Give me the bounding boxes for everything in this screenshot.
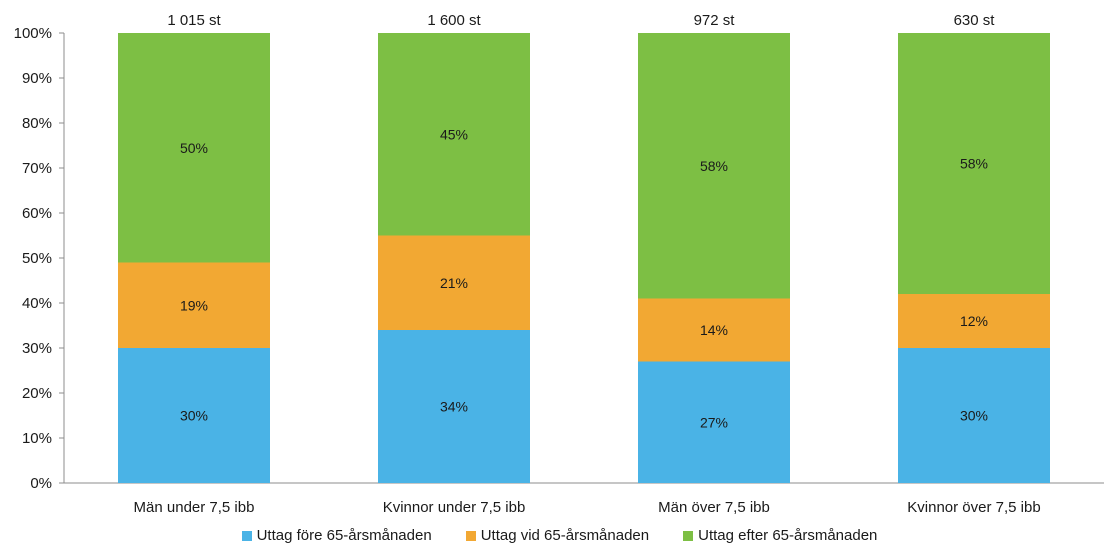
y-tick-label: 30% bbox=[22, 340, 52, 357]
y-tick-label: 40% bbox=[22, 295, 52, 312]
data-label: 50% bbox=[180, 140, 208, 156]
data-label: 27% bbox=[700, 414, 728, 430]
bar-segment bbox=[898, 294, 1050, 348]
y-tick-label: 10% bbox=[22, 430, 52, 447]
bar-segment bbox=[118, 348, 270, 483]
bar-total-label: 630 st bbox=[954, 12, 996, 29]
y-tick-label: 80% bbox=[22, 115, 52, 132]
x-tick-label: Kvinnor under 7,5 ibb bbox=[383, 499, 526, 516]
legend-label-before: Uttag före 65-årsmånaden bbox=[256, 527, 432, 544]
legend-item-before: Uttag före 65-årsmånaden bbox=[241, 527, 432, 544]
data-label: 30% bbox=[960, 408, 988, 424]
data-label: 34% bbox=[440, 399, 468, 415]
data-label: 58% bbox=[960, 156, 988, 172]
y-tick-label: 20% bbox=[22, 385, 52, 402]
bar-segment bbox=[898, 348, 1050, 483]
data-label: 21% bbox=[440, 275, 468, 291]
legend-label-at: Uttag vid 65-årsmånaden bbox=[480, 527, 650, 544]
bar-segment bbox=[638, 298, 790, 362]
bar-total-label: 972 st bbox=[694, 12, 736, 29]
bar-segment bbox=[378, 33, 530, 236]
data-label: 45% bbox=[440, 126, 468, 142]
y-tick-label: 50% bbox=[22, 250, 52, 267]
bar-segment bbox=[378, 235, 530, 330]
bar-segment bbox=[638, 33, 790, 299]
bar-segment bbox=[638, 361, 790, 483]
data-label: 19% bbox=[180, 297, 208, 313]
y-tick-label: 90% bbox=[22, 70, 52, 87]
bar-total-label: 1 015 st bbox=[167, 12, 221, 29]
x-tick-label: Kvinnor över 7,5 ibb bbox=[907, 499, 1040, 516]
bar-segment bbox=[118, 262, 270, 348]
legend-item-after: Uttag efter 65-årsmånaden bbox=[683, 527, 877, 544]
legend-swatch-before bbox=[241, 530, 252, 541]
x-tick-label: Män över 7,5 ibb bbox=[658, 499, 770, 516]
legend-swatch-at bbox=[465, 530, 476, 541]
y-tick-label: 0% bbox=[30, 475, 52, 492]
legend: Uttag före 65-årsmånaden Uttag vid 65-år… bbox=[0, 527, 1119, 544]
bar-segment bbox=[118, 33, 270, 263]
bar-total-label: 1 600 st bbox=[427, 12, 481, 29]
y-tick-label: 60% bbox=[22, 205, 52, 222]
data-label: 12% bbox=[960, 313, 988, 329]
legend-item-at: Uttag vid 65-årsmånaden bbox=[465, 527, 650, 544]
bar-segment bbox=[378, 330, 530, 483]
y-tick-label: 70% bbox=[22, 160, 52, 177]
data-label: 14% bbox=[700, 322, 728, 338]
data-label: 30% bbox=[180, 408, 208, 424]
legend-swatch-after bbox=[683, 530, 694, 541]
x-tick-label: Män under 7,5 ibb bbox=[134, 499, 255, 516]
y-tick-label: 100% bbox=[14, 25, 52, 42]
legend-label-after: Uttag efter 65-årsmånaden bbox=[698, 527, 878, 544]
data-label: 58% bbox=[700, 158, 728, 174]
bar-segment bbox=[898, 33, 1050, 294]
